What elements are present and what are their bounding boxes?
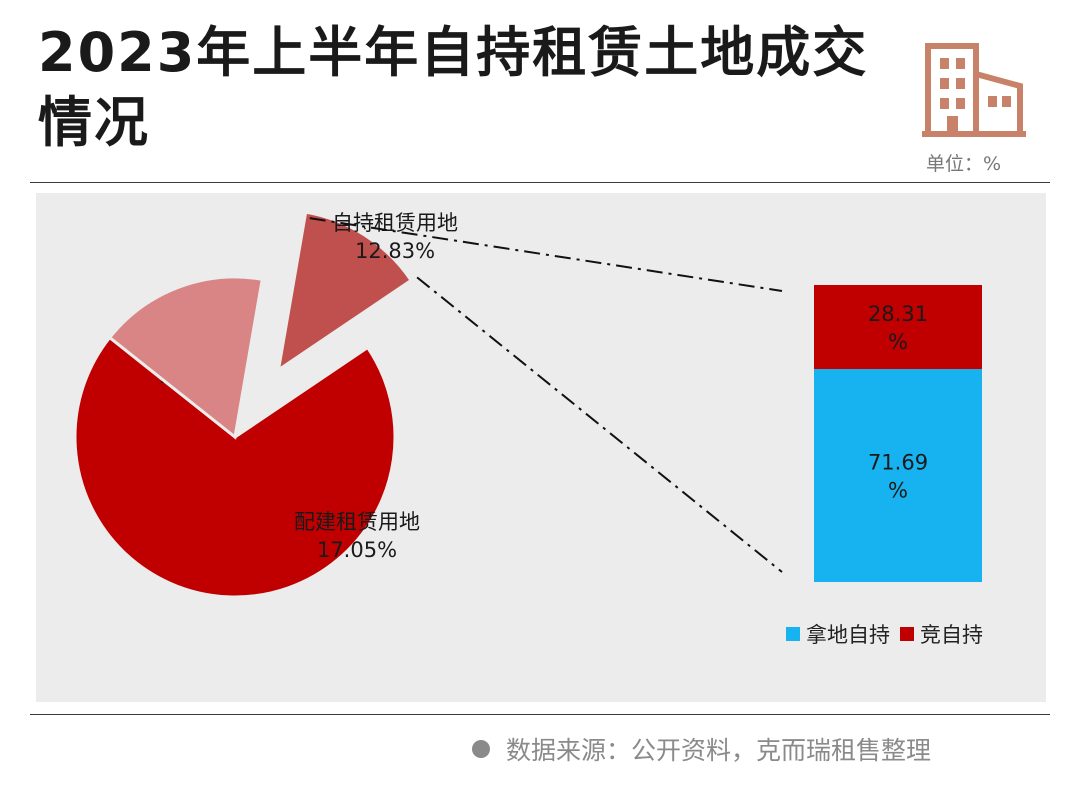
bullet-icon (472, 740, 490, 758)
connector-line (416, 276, 783, 573)
pie-slice (276, 210, 414, 374)
bottom-divider (30, 714, 1050, 715)
bar-value-label: 71.69% (868, 451, 928, 503)
stacked-bar-segment (814, 285, 982, 370)
legend-swatch-jing (900, 627, 914, 641)
legend-item-nadi: 拿地自持 (786, 619, 890, 649)
source-note: 数据来源：公开资料，克而瑞租售整理 (472, 731, 931, 767)
stacked-bar-segment (814, 369, 982, 582)
legend: 拿地自持 竞自持 (786, 619, 993, 649)
pie-slice (73, 335, 397, 599)
unit-label: 单位：% (926, 153, 1002, 175)
legend-label-nadi: 拿地自持 (806, 623, 890, 647)
pie-slice-label: 配建租赁用地 17.05% (294, 510, 420, 562)
page-title: 2023年上半年自持租赁土地成交情况 (38, 21, 869, 154)
bar-value-label: 28.31% (868, 302, 928, 354)
legend-item-jing: 竞自持 (900, 619, 983, 649)
legend-swatch-nadi (786, 627, 800, 641)
top-divider (30, 182, 1050, 183)
legend-label-jing: 竞自持 (920, 623, 983, 647)
pie-slice (107, 275, 265, 440)
building-icon (922, 43, 1026, 137)
source-text: 数据来源：公开资料，克而瑞租售整理 (506, 736, 932, 765)
